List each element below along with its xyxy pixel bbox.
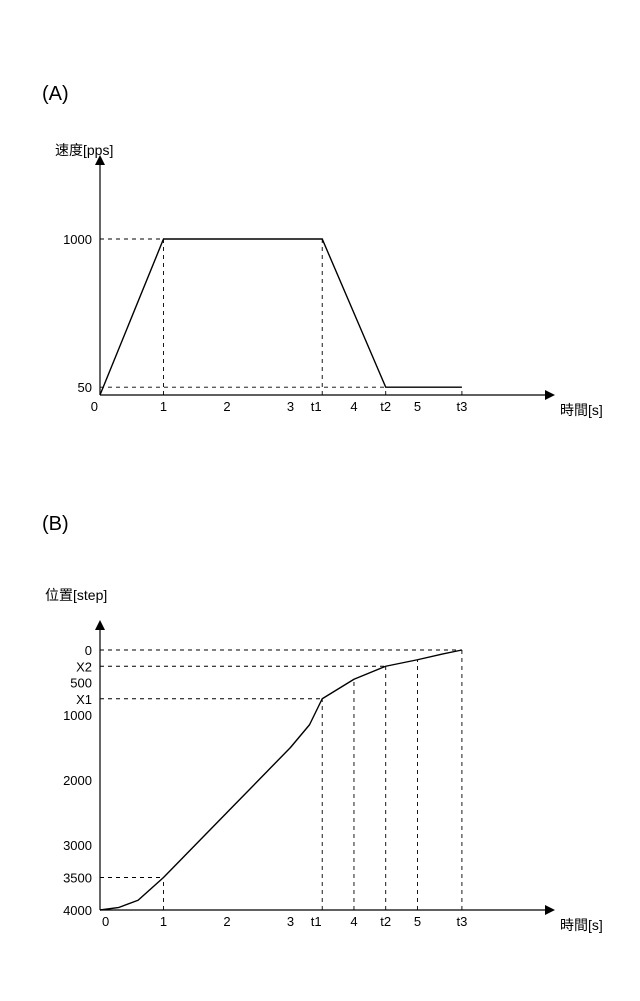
chart-a-x-axis-label: 時間[s]	[560, 402, 603, 418]
chart-a: (A) 速度[pps] 時間[s] 50 1000 0 1 2 3 t1 4 t2 5 t3	[42, 83, 603, 418]
chart-b-x-tick: 0	[102, 914, 109, 929]
chart-b-x-axis-label: 時間[s]	[560, 917, 603, 933]
chart-b-x-tick: 4	[350, 914, 357, 929]
figure-svg: (A)速度[pps]時間[s]5010000123t14t25t3(B)位置[s…	[0, 0, 640, 996]
chart-b-x-tick: t1	[311, 914, 322, 929]
chart-b-y-tick: 3000	[63, 838, 92, 853]
chart-b-y-tick: 0	[85, 643, 92, 658]
chart-a-x-tick: 3	[287, 399, 294, 414]
chart-b-x-tick: 5	[414, 914, 421, 929]
chart-a-x-tick: 5	[414, 399, 421, 414]
chart-a-y-tick: 50	[78, 380, 92, 395]
chart-b-y-tick: 4000	[63, 903, 92, 918]
chart-a-series	[100, 239, 462, 395]
chart-a-x-tick: t1	[311, 399, 322, 414]
chart-a-x-tick: 2	[223, 399, 230, 414]
figure-page: (A)速度[pps]時間[s]5010000123t14t25t3(B)位置[s…	[0, 0, 640, 996]
chart-a-x-tick: 0	[91, 399, 98, 414]
chart-a-x-tick: 1	[160, 399, 167, 414]
chart-a-x-tick: t2	[380, 399, 391, 414]
chart-b-x-tick: 3	[287, 914, 294, 929]
chart-b-x-tick: t2	[380, 914, 391, 929]
panel-label-a: (A)	[42, 83, 69, 105]
chart-b-y-axis-label: 位置[step]	[45, 587, 107, 603]
chart-b: (B)位置[step]時間[s]0X2500X11000200030003500…	[42, 513, 603, 933]
chart-b-y-tick: X1	[76, 692, 92, 707]
chart-a-x-tick: 4	[350, 399, 357, 414]
chart-b-y-tick: 1000	[63, 708, 92, 723]
panel-label-b: (B)	[42, 513, 69, 535]
chart-b-y-tick: 2000	[63, 773, 92, 788]
chart-b-x-tick: t3	[456, 914, 467, 929]
chart-b-x-tick: 2	[223, 914, 230, 929]
chart-a-y-axis-label: 速度[pps]	[55, 142, 113, 158]
chart-b-y-tick: 3500	[63, 871, 92, 886]
chart-b-y-tick: X2	[76, 659, 92, 674]
chart-b-x-tick: 1	[160, 914, 167, 929]
chart-b-y-tick: 500	[70, 676, 92, 691]
chart-a-x-tick: t3	[456, 399, 467, 414]
chart-b-series	[100, 650, 462, 910]
chart-a-y-tick: 1000	[63, 232, 92, 247]
